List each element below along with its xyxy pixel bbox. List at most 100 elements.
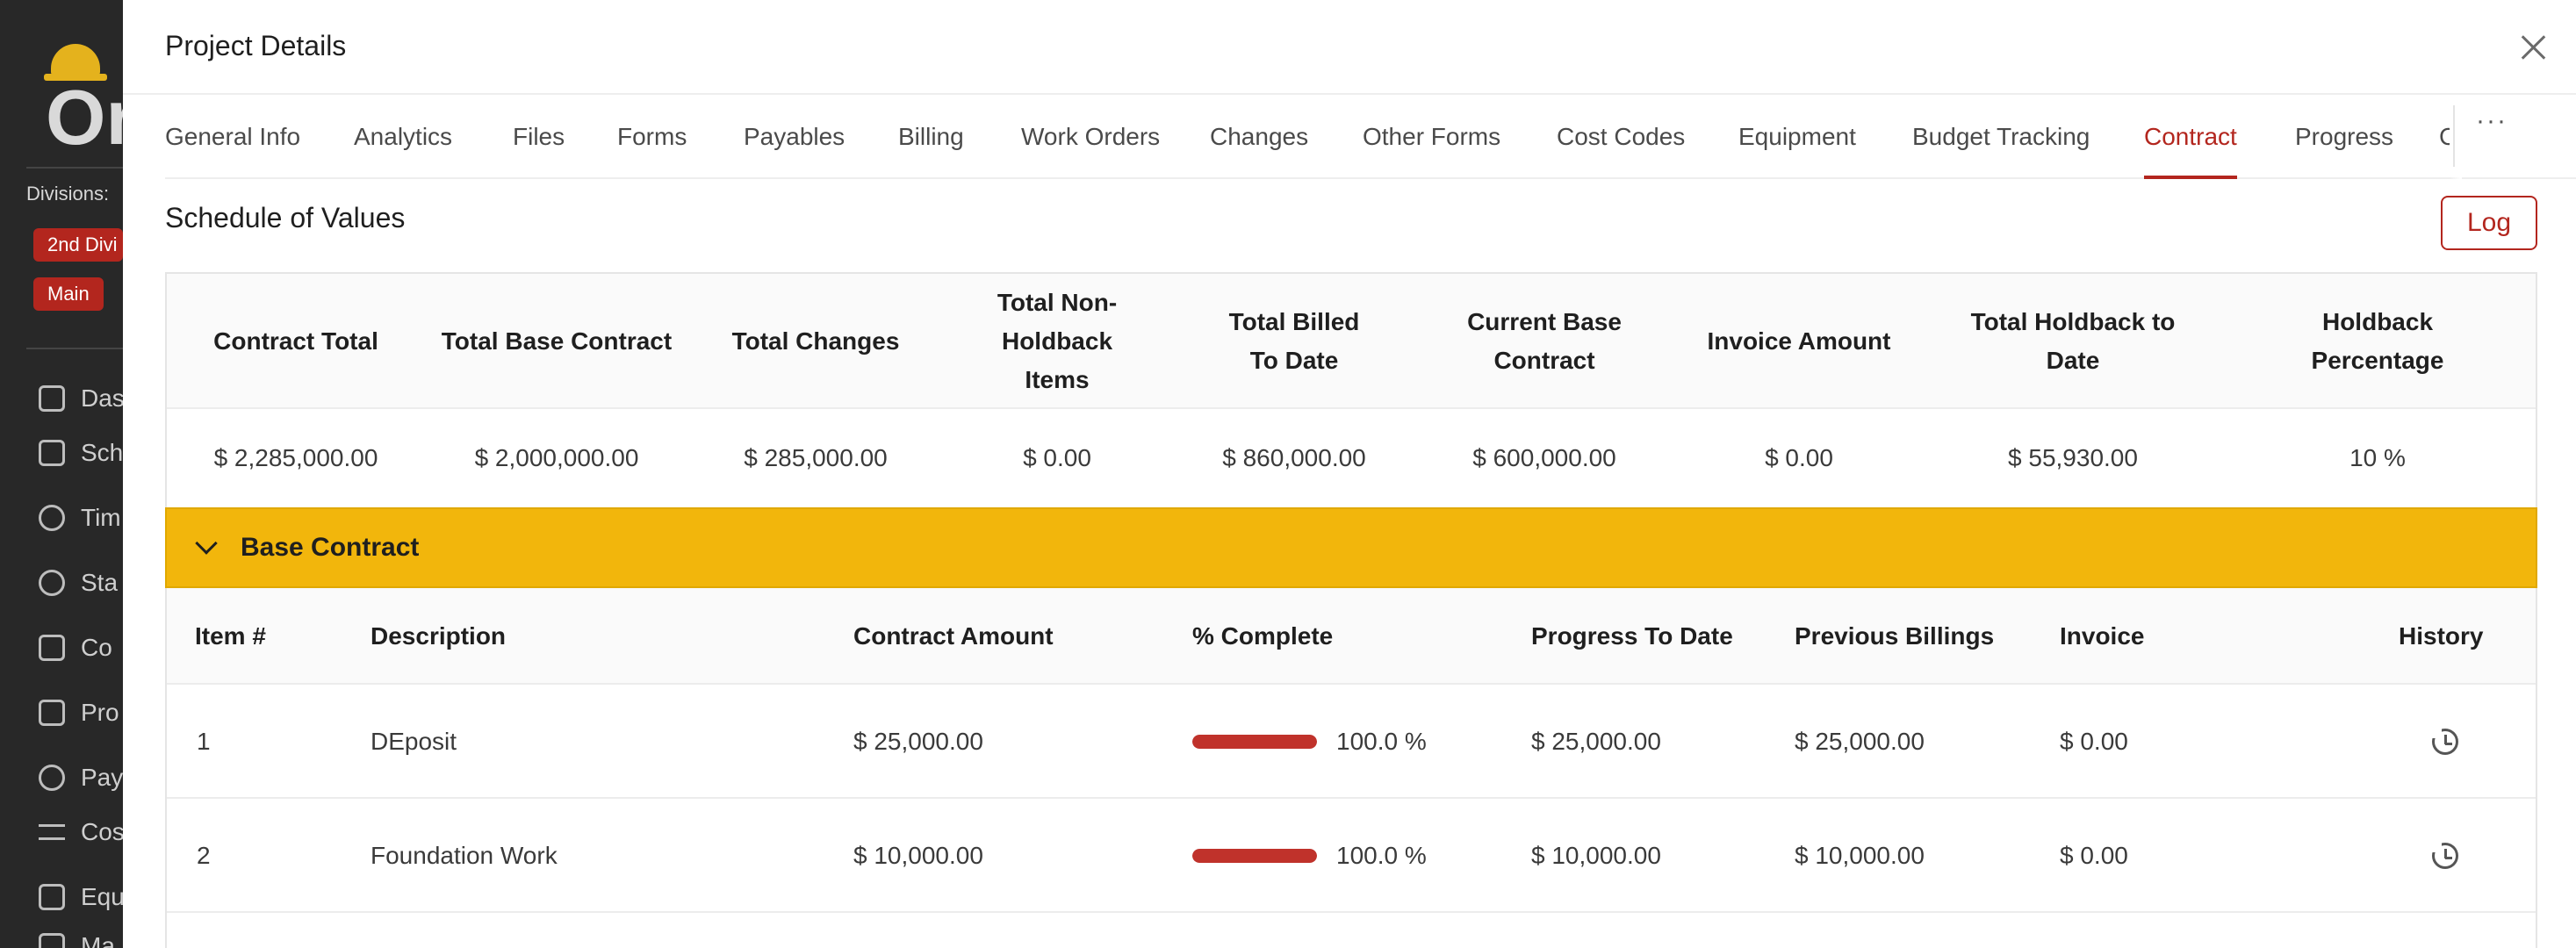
tab-fade: [2450, 95, 2462, 179]
hard-hat-icon: [51, 44, 100, 75]
modal-title: Project Details: [165, 30, 347, 61]
app-logo: Or: [42, 35, 136, 156]
home-icon: [39, 385, 65, 412]
close-icon[interactable]: [2515, 28, 2553, 67]
sidebar-item-label: Sch: [81, 439, 124, 466]
sidebar-item-schedule[interactable]: Sch: [39, 435, 123, 470]
project-details-modal: Project Details General Info Analytics F…: [123, 0, 2576, 948]
sidebar-item-label: Pro: [81, 699, 119, 726]
tab-billing[interactable]: Billing: [898, 123, 964, 150]
items-header-row: Item # Description Contract Amount % Com…: [167, 588, 2536, 685]
tab-other-forms[interactable]: Other Forms: [1363, 123, 1501, 150]
tab-payables[interactable]: Payables: [744, 123, 845, 150]
item-contract-amount: $ 10,000.00: [853, 842, 983, 869]
contact-card-icon: [39, 635, 65, 661]
sidebar-item-label: Co: [81, 634, 112, 661]
more-icon[interactable]: ···: [2476, 106, 2508, 135]
summary-value: 10 %: [2349, 444, 2406, 471]
summary-header: Total Holdback to Date: [1970, 308, 2176, 374]
clock-icon: [39, 505, 65, 531]
table-row[interactable]: 2 Foundation Work $ 10,000.00 100.0 % $ …: [167, 799, 2536, 913]
sidebar-item-dashboard[interactable]: Das: [39, 381, 125, 416]
division-badge[interactable]: 2nd Divi: [33, 228, 123, 262]
tab-budget-tracking[interactable]: Budget Tracking: [1912, 123, 2090, 150]
percent-label: 100.0 %: [1336, 728, 1427, 755]
sidebar-item-equipment[interactable]: Equ: [39, 880, 125, 915]
sidebar-divider: [26, 348, 176, 349]
summary-header: Total Non-Holdback Items: [997, 289, 1118, 393]
summary-value: $ 0.00: [1765, 444, 1833, 471]
sidebar-item-label: Equ: [81, 883, 125, 910]
summary-header: Holdback Percentage: [2311, 308, 2444, 374]
division-badge[interactable]: Main: [33, 277, 104, 311]
sidebar-item-label: Sta: [81, 569, 119, 596]
sidebar-item-time[interactable]: Tim: [39, 500, 121, 535]
sidebar-item-cost-codes[interactable]: Cos: [39, 815, 125, 850]
summary-header: Total Changes: [731, 327, 900, 355]
tab-overflow[interactable]: C: [2439, 123, 2450, 150]
column-header-item: Item #: [195, 622, 266, 650]
tab-work-orders[interactable]: Work Orders: [1021, 123, 1161, 150]
divisions-label: Divisions:: [26, 183, 110, 205]
chevron-down-icon: [195, 532, 218, 555]
history-icon[interactable]: [2431, 842, 2458, 869]
sidebar-item-staff[interactable]: Sta: [39, 565, 118, 600]
item-progress-to-date: $ 10,000.00: [1531, 842, 1661, 869]
percent-complete: 100.0 %: [1192, 685, 1427, 799]
tab-contract[interactable]: Contract: [2144, 95, 2237, 179]
line-items-table: Item # Description Contract Amount % Com…: [165, 588, 2537, 948]
item-previous-billings: $ 10,000.00: [1795, 842, 1925, 869]
summary-header-row: Contract Total Total Base Contract Total…: [167, 274, 2536, 409]
summary-value: $ 860,000.00: [1222, 444, 1366, 471]
calendar-icon: [39, 440, 65, 466]
sidebar-item-label: Cos: [81, 818, 125, 845]
tab-bar: General Info Analytics Files Forms Payab…: [165, 95, 2576, 179]
item-number: 2: [197, 842, 211, 869]
progress-bar: [1192, 735, 1317, 749]
item-previous-billings: $ 25,000.00: [1795, 728, 1925, 755]
sidebar-divider: [26, 167, 176, 169]
item-number: 1: [197, 728, 211, 755]
summary-value: $ 0.00: [1023, 444, 1091, 471]
log-button[interactable]: Log: [2441, 196, 2537, 250]
swap-icon: [39, 824, 65, 840]
column-header-complete: % Complete: [1192, 622, 1334, 650]
tab-files[interactable]: Files: [513, 123, 565, 150]
history-icon[interactable]: [2431, 728, 2458, 755]
table-row[interactable]: 1 DEposit $ 25,000.00 100.0 % $ 25,000.0…: [167, 685, 2536, 799]
column-header-contract-amount: Contract Amount: [853, 622, 1054, 650]
tab-general-info[interactable]: General Info: [165, 123, 301, 150]
summary-header: Total Base Contract: [441, 327, 673, 355]
sidebar-item-payables[interactable]: Pay: [39, 760, 123, 795]
column-header-progress: Progress To Date: [1531, 622, 1733, 650]
progress-bar-fill: [1192, 735, 1317, 749]
dollar-icon: [39, 765, 65, 791]
tab-analytics[interactable]: Analytics: [354, 123, 453, 150]
tab-equipment[interactable]: Equipment: [1738, 123, 1856, 150]
item-description: Foundation Work: [371, 842, 558, 869]
hard-hat-brim: [44, 74, 107, 81]
sidebar-item-contacts[interactable]: Co: [39, 630, 112, 665]
progress-bar-fill: [1192, 849, 1317, 863]
base-contract-group-toggle[interactable]: Base Contract: [165, 507, 2537, 588]
board-icon: [39, 700, 65, 726]
tab-divider: [2453, 105, 2455, 167]
item-description: DEposit: [371, 728, 457, 755]
sidebar-item-projects[interactable]: Pro: [39, 695, 119, 730]
summary-value: $ 55,930.00: [2008, 444, 2138, 471]
sidebar-item-label: Ma: [81, 932, 115, 948]
summary-value: $ 2,000,000.00: [474, 444, 639, 471]
tab-changes[interactable]: Changes: [1210, 123, 1309, 150]
tab-progress[interactable]: Progress: [2295, 123, 2394, 150]
tab-forms[interactable]: Forms: [617, 123, 687, 150]
sidebar-item-more[interactable]: Ma: [39, 929, 115, 948]
summary-header: Current Base Contract: [1467, 308, 1622, 374]
summary-values-row: $ 2,285,000.00 $ 2,000,000.00 $ 285,000.…: [167, 409, 2536, 507]
summary-value: $ 600,000.00: [1472, 444, 1616, 471]
progress-bar: [1192, 849, 1317, 863]
tab-cost-codes[interactable]: Cost Codes: [1557, 123, 1686, 150]
section-title: Schedule of Values: [165, 202, 406, 233]
column-header-invoice: Invoice: [2060, 622, 2145, 650]
group-label: Base Contract: [241, 533, 420, 562]
item-invoice: $ 0.00: [2060, 728, 2128, 755]
